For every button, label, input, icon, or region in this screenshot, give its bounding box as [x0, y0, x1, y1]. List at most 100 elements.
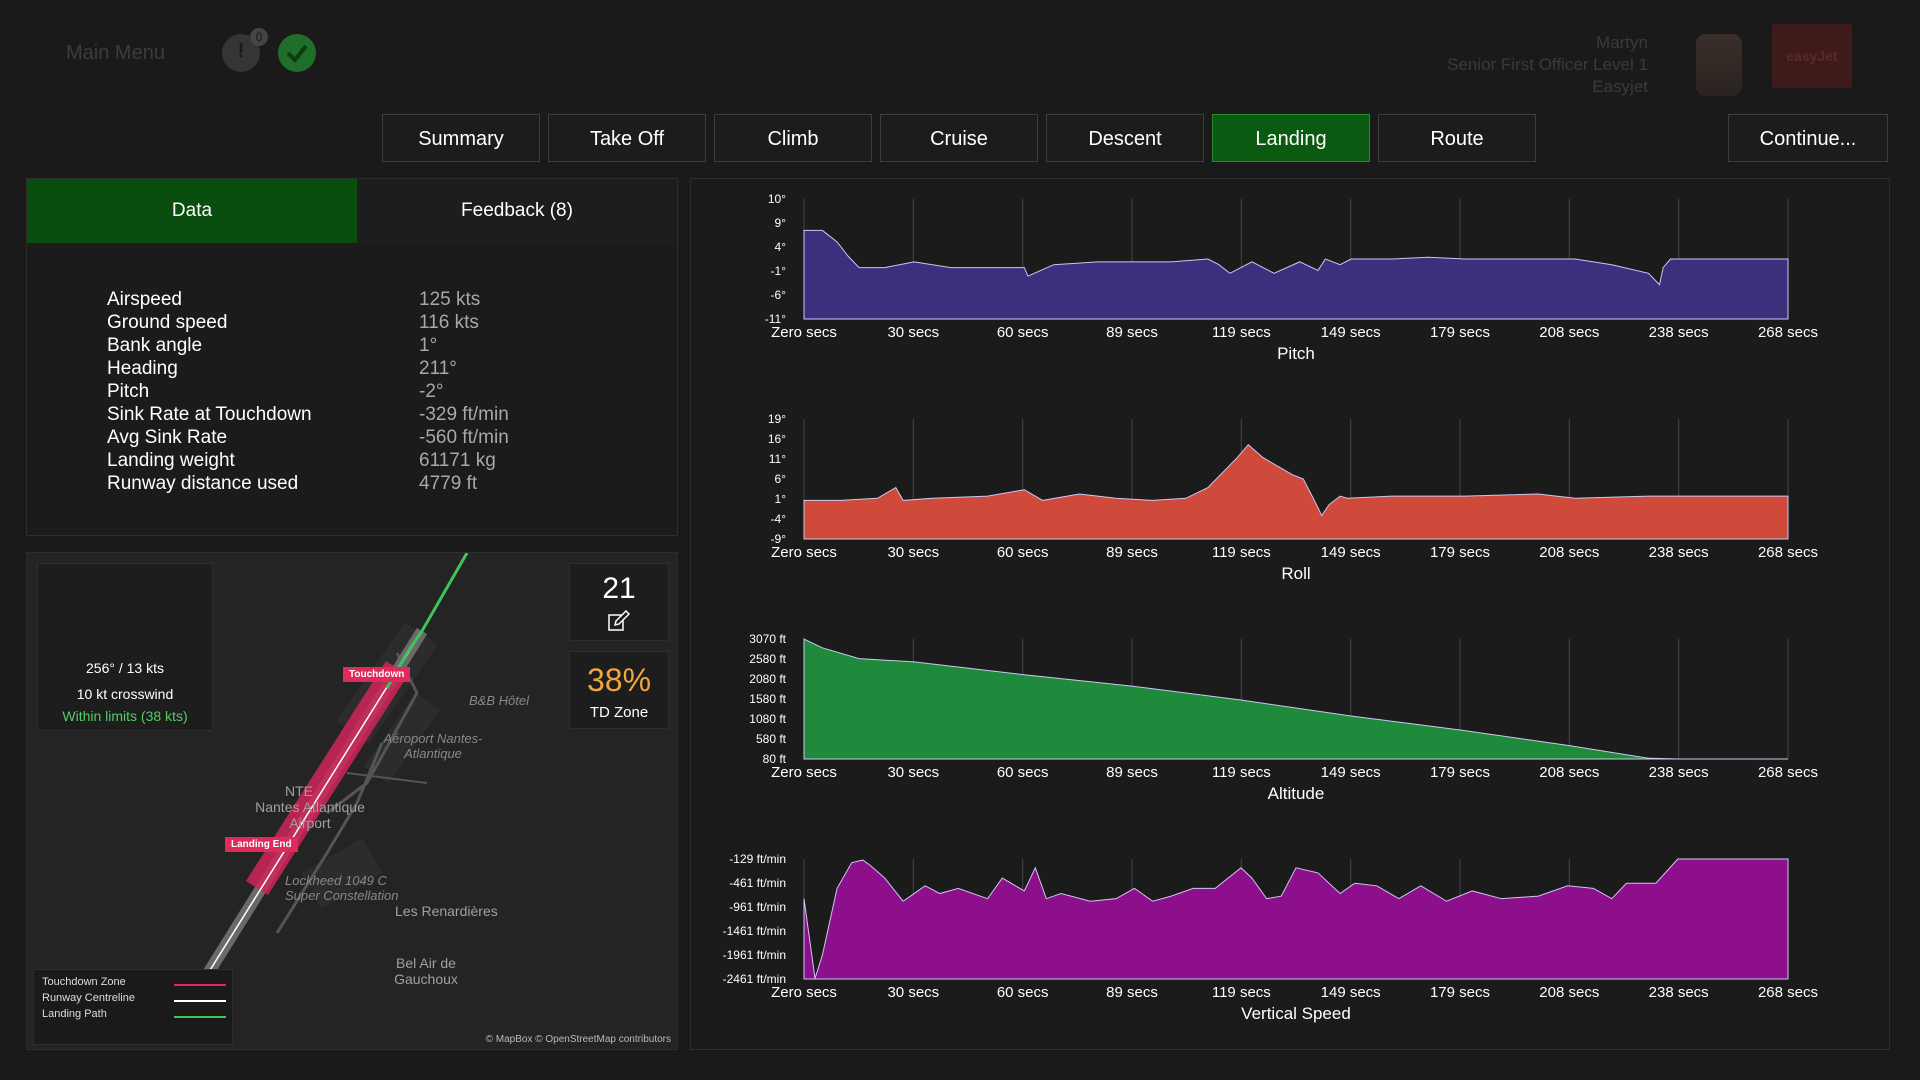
row-value: 1° [419, 335, 438, 356]
y-tick-label: 19° [768, 412, 786, 426]
touchdown-flag: Touchdown [343, 667, 411, 682]
y-tick-label: 10° [768, 192, 786, 206]
x-tick-label: 268 secs [1758, 544, 1818, 561]
subtab-data[interactable]: Data [27, 179, 357, 243]
row-label: Ground speed [107, 312, 228, 333]
crosswind-value: 10 kt crosswind [76, 686, 174, 702]
y-tick-label: -1° [771, 264, 787, 278]
legend-swatch-touchdown [174, 984, 226, 986]
map-attribution: © MapBox © OpenStreetMap contributors [485, 1034, 671, 1045]
legend-swatch-centreline [174, 1000, 226, 1002]
tab-descent[interactable]: Descent [1046, 114, 1204, 162]
x-tick-label: 179 secs [1430, 324, 1490, 341]
x-tick-label: 149 secs [1321, 544, 1381, 561]
wind-info-box: 256° / 13 kts 10 kt crosswind Within lim… [37, 563, 213, 731]
series-area [803, 229, 1789, 320]
y-tick-label: 2080 ft [749, 672, 786, 686]
y-tick-label: -2461 ft/min [723, 972, 786, 986]
user-role: Senior First Officer Level 1 [1447, 55, 1648, 74]
x-tick-label: 30 secs [887, 324, 939, 341]
x-tick-label: 89 secs [1106, 544, 1158, 561]
chart-axis-title: Pitch [1277, 344, 1315, 363]
y-tick-label: -461 ft/min [729, 876, 786, 890]
tab-cruise[interactable]: Cruise [880, 114, 1038, 162]
y-tick-label: 1080 ft [749, 712, 786, 726]
user-info: Martyn Senior First Officer Level 1 Easy… [1447, 32, 1648, 98]
data-row-avg-sink-rate: Avg Sink Rate -560 ft/min [107, 427, 587, 450]
data-row-landing-weight: Landing weight 61171 kg [107, 450, 587, 473]
x-tick-label: 30 secs [887, 984, 939, 1001]
map-label-airport: Aéroport Nantes-Atlantique [383, 731, 483, 761]
edit-icon [608, 610, 630, 631]
y-tick-label: 4° [775, 240, 787, 254]
row-label: Runway distance used [107, 473, 299, 494]
y-tick-label: 11° [769, 452, 786, 466]
vertical-speed-chart[interactable]: Zero secs 30 secs 60 secs 89 secs 119 secs 14… [691, 847, 1891, 1047]
x-tick-label: 179 secs [1430, 764, 1490, 781]
x-tick-label: 268 secs [1758, 984, 1818, 1001]
subtab-feedback[interactable]: Feedback (8) [357, 179, 677, 243]
chart-axis-title: Altitude [1268, 784, 1325, 803]
data-panel: Data Feedback (8) Airspeed 125 kts Ground… [26, 178, 678, 536]
series-area [803, 638, 1788, 760]
map-label-hotel: B&B Hôtel [469, 693, 529, 708]
x-tick-label: 149 secs [1321, 324, 1381, 341]
row-value: -2° [419, 381, 444, 402]
tab-climb[interactable]: Climb [714, 114, 872, 162]
x-tick-label: 179 secs [1430, 984, 1490, 1001]
row-label: Airspeed [107, 289, 182, 310]
row-value: -329 ft/min [419, 404, 509, 425]
y-tick-label: -11° [765, 312, 786, 326]
tab-summary[interactable]: Summary [382, 114, 540, 162]
row-value: 125 kts [419, 289, 481, 310]
y-tick-label: 1° [775, 492, 787, 506]
pitch-chart[interactable]: Zero secs 30 secs 60 secs 89 secs 119 secs 14… [691, 187, 1891, 387]
notification-icon[interactable]: ! 0 [222, 28, 268, 72]
map-legend: Touchdown Zone Runway Centreline Landing… [33, 969, 233, 1045]
map-label-bel-air: Bel Air de Gauchoux [394, 955, 458, 987]
x-tick-label: 238 secs [1649, 764, 1709, 781]
y-tick-label: 16° [768, 432, 786, 446]
map-label-lockheed: Lockheed 1049 C Super Constellation [285, 873, 399, 903]
user-name: Martyn [1596, 33, 1648, 52]
continue-button[interactable]: Continue... [1728, 114, 1888, 162]
x-tick-label: Zero secs [771, 324, 837, 341]
legend-swatch-path [174, 1016, 226, 1018]
runway-box[interactable]: 21 [569, 563, 669, 641]
altitude-chart[interactable]: Zero secs 30 secs 60 secs 89 secs 119 secs 14… [691, 627, 1891, 827]
x-tick-label: 89 secs [1106, 984, 1158, 1001]
data-row-pitch: Pitch -2° [107, 381, 587, 404]
x-tick-label: 268 secs [1758, 324, 1818, 341]
x-tick-label: 119 secs [1212, 324, 1271, 341]
roll-chart[interactable]: Zero secs 30 secs 60 secs 89 secs 119 secs 14… [691, 407, 1891, 607]
x-tick-label: 60 secs [997, 324, 1049, 341]
x-tick-label: 149 secs [1321, 984, 1381, 1001]
x-tick-label: 238 secs [1649, 544, 1709, 561]
x-tick-label: 238 secs [1649, 324, 1709, 341]
row-label: Heading [107, 358, 178, 379]
x-tick-label: 30 secs [887, 764, 939, 781]
notification-count-badge: 0 [250, 28, 268, 46]
y-tick-label: -1961 ft/min [723, 948, 786, 962]
row-value: 4779 ft [419, 473, 478, 494]
avatar[interactable] [1696, 34, 1742, 96]
check-status-icon[interactable] [278, 34, 316, 72]
x-tick-label: 238 secs [1649, 984, 1709, 1001]
x-tick-label: 208 secs [1539, 984, 1599, 1001]
y-tick-label: -6° [771, 288, 787, 302]
legend-centreline: Runway Centreline [42, 992, 135, 1004]
tab-route[interactable]: Route [1378, 114, 1536, 162]
main-menu-link[interactable]: Main Menu [66, 42, 165, 64]
td-zone-percent: 38% [586, 662, 652, 698]
landing-map[interactable]: 256° / 13 kts 10 kt crosswind Within lim… [26, 552, 678, 1050]
x-tick-label: 30 secs [887, 544, 939, 561]
tab-take-off[interactable]: Take Off [548, 114, 706, 162]
tab-landing[interactable]: Landing [1212, 114, 1370, 162]
x-tick-label: 89 secs [1106, 324, 1158, 341]
row-label: Landing weight [107, 450, 235, 471]
runway-centreline [176, 630, 423, 1024]
series-area [803, 858, 1789, 980]
x-tick-label: Zero secs [771, 984, 837, 1001]
legend-landing-path: Landing Path [42, 1008, 107, 1020]
runway-number: 21 [602, 572, 636, 605]
